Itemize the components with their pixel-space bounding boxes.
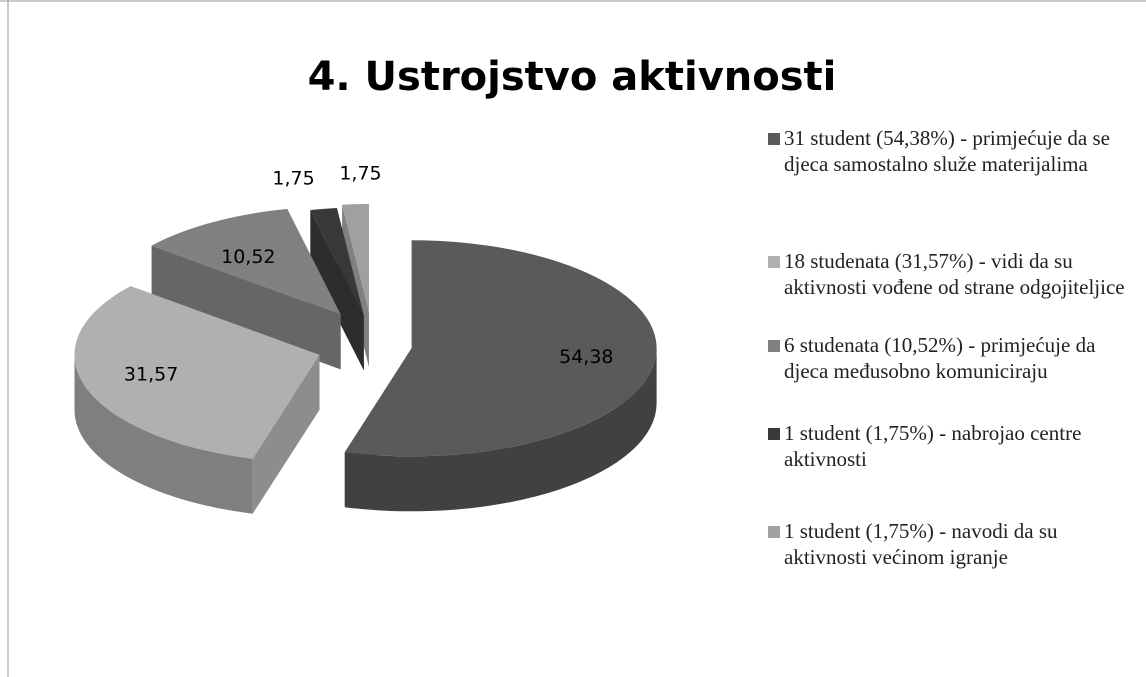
legend-label: 31 student (54,38%) - primjećuje da se d… — [784, 126, 1110, 176]
legend-label: 6 studenata (10,52%) - primjećuje da dje… — [784, 333, 1096, 383]
legend-item: 6 studenata (10,52%) - primjećuje da dje… — [766, 332, 1141, 384]
pie-slice — [310, 208, 364, 316]
data-label: 31,57 — [124, 363, 178, 385]
legend-item: 1 student (1,75%) - nabrojao centre akti… — [766, 420, 1141, 472]
pie-slice — [344, 240, 657, 457]
legend-label: 1 student (1,75%) - nabrojao centre akti… — [784, 421, 1082, 471]
legend-swatch — [768, 340, 780, 352]
chart-title: 4. Ustrojstvo aktivnosti — [308, 54, 837, 100]
pie-slice — [74, 286, 320, 459]
legend-swatch — [768, 133, 780, 145]
legend-item: 31 student (54,38%) - primjećuje da se d… — [766, 125, 1141, 177]
data-label: 1,75 — [339, 163, 381, 185]
data-label: 54,38 — [559, 346, 613, 368]
pie-slice — [342, 204, 369, 313]
data-label: 1,75 — [272, 167, 314, 189]
legend-label: 1 student (1,75%) - navodi da su aktivno… — [784, 519, 1058, 569]
legend-item: 1 student (1,75%) - navodi da su aktivno… — [766, 518, 1141, 570]
legend-swatch — [768, 256, 780, 268]
pie-slice — [151, 208, 341, 315]
legend-swatch — [768, 526, 780, 538]
legend-label: 18 studenata (31,57%) - vidi da su aktiv… — [784, 249, 1125, 299]
slice-outer-wall — [344, 348, 657, 512]
legend-swatch — [768, 428, 780, 440]
slice-outer-wall — [74, 354, 253, 514]
legend-item: 18 studenata (31,57%) - vidi da su aktiv… — [766, 248, 1141, 300]
slice-side-wall — [151, 245, 341, 370]
slice-side-wall — [310, 210, 364, 371]
data-label: 10,52 — [221, 246, 275, 268]
